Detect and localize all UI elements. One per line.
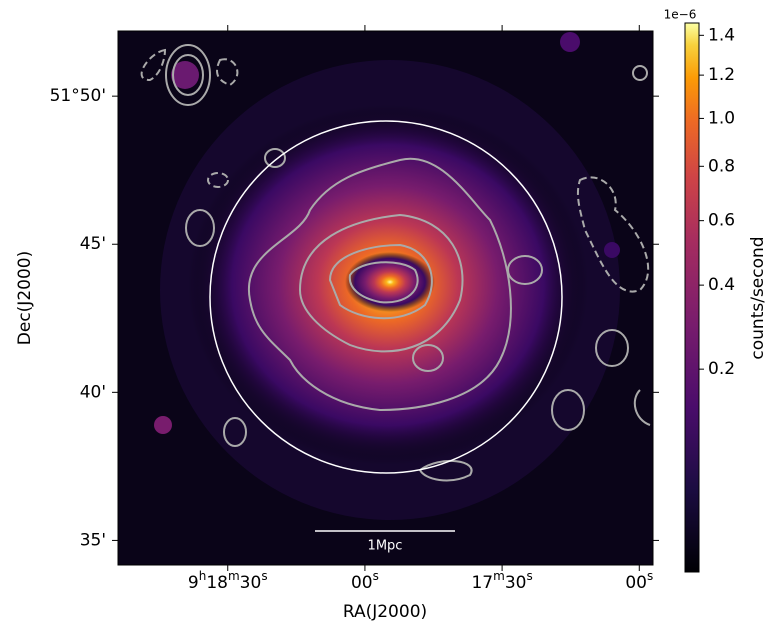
plot-frame <box>117 30 654 566</box>
scale-bar-label: 1Mpc <box>368 539 403 554</box>
y-tick-label: 45' <box>80 234 106 254</box>
x-tick-label: 17m30s <box>471 569 532 594</box>
colorbar-tick-label: 0.6 <box>708 211 735 231</box>
colorbar-label: counts/second <box>748 236 768 359</box>
y-axis-label: Dec(J2000) <box>15 251 35 345</box>
colorbar <box>684 22 700 573</box>
colorbar-tick-label: 0.2 <box>708 359 735 379</box>
x-axis-label: RA(J2000) <box>343 602 427 622</box>
sky-image: 1Mpc <box>118 31 653 565</box>
colorbar-tick-label: 1.2 <box>708 65 735 85</box>
y-tick-label: 35' <box>80 530 106 550</box>
colorbar-tick-label: 0.8 <box>708 156 735 176</box>
colorbar-tick-label: 0.4 <box>708 275 735 295</box>
x-tick-label: 00s <box>351 569 379 594</box>
colorbar-tick-label: 1.0 <box>708 108 735 128</box>
colorbar-offset: 1e−6 <box>664 8 697 22</box>
x-tick-label: 00s <box>625 569 653 594</box>
y-tick-label: 51°50' <box>50 86 106 106</box>
colorbar-tick-label: 1.4 <box>708 25 735 45</box>
x-tick-label: 9h18m30s <box>188 569 268 594</box>
y-tick-label: 40' <box>80 382 106 402</box>
